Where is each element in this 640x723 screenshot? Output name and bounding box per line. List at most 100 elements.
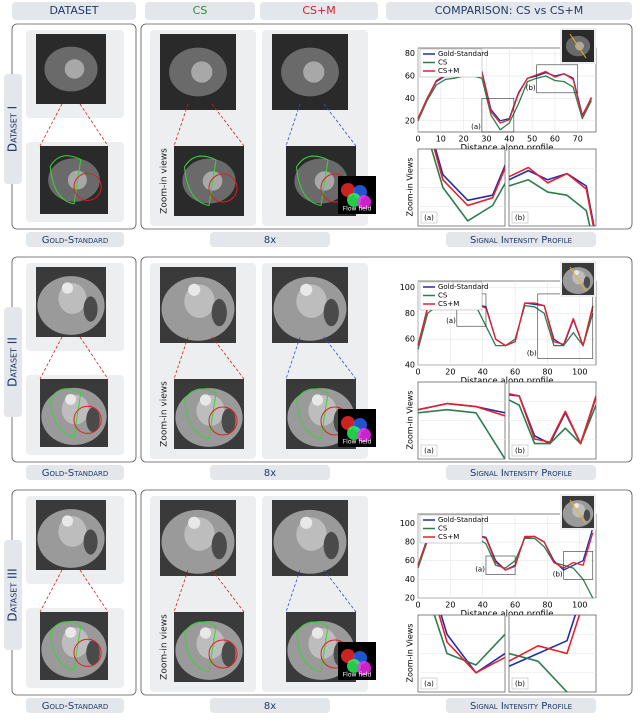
panel-label: (a)	[424, 447, 434, 455]
series-line	[434, 149, 505, 202]
connector	[211, 103, 245, 147]
contour	[208, 639, 238, 669]
connector	[323, 569, 357, 613]
legend-label: Gold-Standard	[438, 516, 488, 524]
flow-blob	[357, 428, 371, 442]
zoom-in-label: Zoom-in views	[160, 148, 170, 214]
legend-label: CS	[438, 292, 448, 300]
connector	[211, 569, 245, 613]
contour	[73, 405, 102, 434]
connector	[323, 336, 357, 380]
aorta	[300, 283, 313, 296]
scan-image	[272, 267, 348, 343]
contour	[183, 621, 217, 673]
flow-field-label: Flow field	[343, 206, 372, 213]
ventricle	[303, 61, 325, 83]
aorta	[311, 394, 324, 406]
header-csm: CS+M	[302, 4, 335, 17]
ventricle	[575, 41, 585, 51]
zoom-image	[40, 612, 108, 680]
contour	[183, 388, 217, 440]
contour	[49, 621, 82, 671]
contour	[208, 173, 238, 203]
y-tick-label: 60	[405, 72, 415, 81]
x-tick-label: 20	[445, 368, 455, 377]
legend-label: Gold-Standard	[438, 50, 488, 58]
contour	[295, 388, 329, 440]
x-tick-label: 30	[481, 135, 491, 144]
zoom-box-label: (b)	[527, 350, 537, 358]
flow-field-label: Flow field	[343, 439, 372, 446]
y-tick-label: 80	[405, 49, 415, 58]
x-tick-label: 80	[542, 368, 552, 377]
lung	[583, 276, 591, 288]
profile-label: Signal Intensity Profile	[470, 468, 572, 479]
series-line	[418, 408, 505, 459]
gold-standard-label: Gold-Standard	[42, 701, 109, 712]
series-line	[430, 149, 505, 222]
series-line	[418, 402, 505, 417]
header-box	[12, 2, 136, 20]
x-tick-label: 40	[478, 601, 488, 610]
series-line	[440, 615, 505, 674]
aorta	[65, 626, 77, 638]
panel-label: (b)	[515, 680, 525, 688]
ventricle	[64, 59, 85, 79]
zoom-box-label: (b)	[553, 570, 563, 578]
x-tick-label: 60	[550, 135, 560, 144]
legend-label: CS+M	[438, 533, 459, 541]
connector	[79, 336, 109, 380]
aorta	[199, 394, 212, 406]
dataset-label: Dataset I	[6, 106, 20, 152]
header-dataset: DATASET	[50, 4, 99, 17]
profile-label: Signal Intensity Profile	[470, 235, 572, 246]
series-line	[509, 166, 595, 226]
x-tick-label: 0	[415, 601, 420, 610]
connector	[39, 569, 63, 613]
zoom-image	[40, 146, 108, 214]
series-line	[509, 652, 568, 692]
label-box	[26, 232, 124, 247]
ventricle	[191, 61, 213, 83]
y-tick-label: 60	[405, 556, 415, 565]
panel-label: (b)	[515, 447, 525, 455]
x-tick-label: 20	[459, 135, 469, 144]
series-line	[417, 75, 592, 131]
contour	[73, 638, 102, 667]
connector	[173, 103, 189, 147]
connector	[323, 103, 357, 147]
contour	[183, 155, 217, 207]
lung	[86, 640, 100, 666]
y-tick-label: 40	[405, 575, 415, 584]
y-tick-label: 80	[405, 538, 415, 547]
x-axis-label: Distance along profile	[461, 144, 554, 154]
lung	[86, 407, 100, 433]
label-box	[446, 232, 596, 247]
contour	[49, 388, 82, 438]
connector	[285, 103, 301, 147]
flow-field-label: Flow field	[343, 672, 372, 679]
zoom-in-label: Zoom-in views	[160, 381, 170, 447]
panel-label-bg	[511, 444, 529, 457]
x-tick-label: 50	[527, 135, 537, 144]
factor-label: 8x	[264, 468, 276, 479]
y-tick-label: 80	[405, 309, 415, 318]
connector	[285, 336, 301, 380]
lung	[221, 408, 236, 434]
panel-label-bg	[420, 677, 438, 690]
header-box	[386, 2, 632, 20]
x-tick-label: 100	[572, 601, 587, 610]
aorta	[188, 516, 201, 529]
legend-label: CS+M	[438, 300, 459, 308]
gold-standard-label: Gold-Standard	[42, 468, 109, 479]
zoom-box	[481, 98, 515, 133]
zoom-image	[174, 146, 244, 216]
series-line	[433, 149, 505, 207]
panel-label: (a)	[424, 214, 434, 222]
lung	[323, 298, 339, 327]
label-box	[446, 698, 596, 713]
series-line	[509, 179, 591, 226]
